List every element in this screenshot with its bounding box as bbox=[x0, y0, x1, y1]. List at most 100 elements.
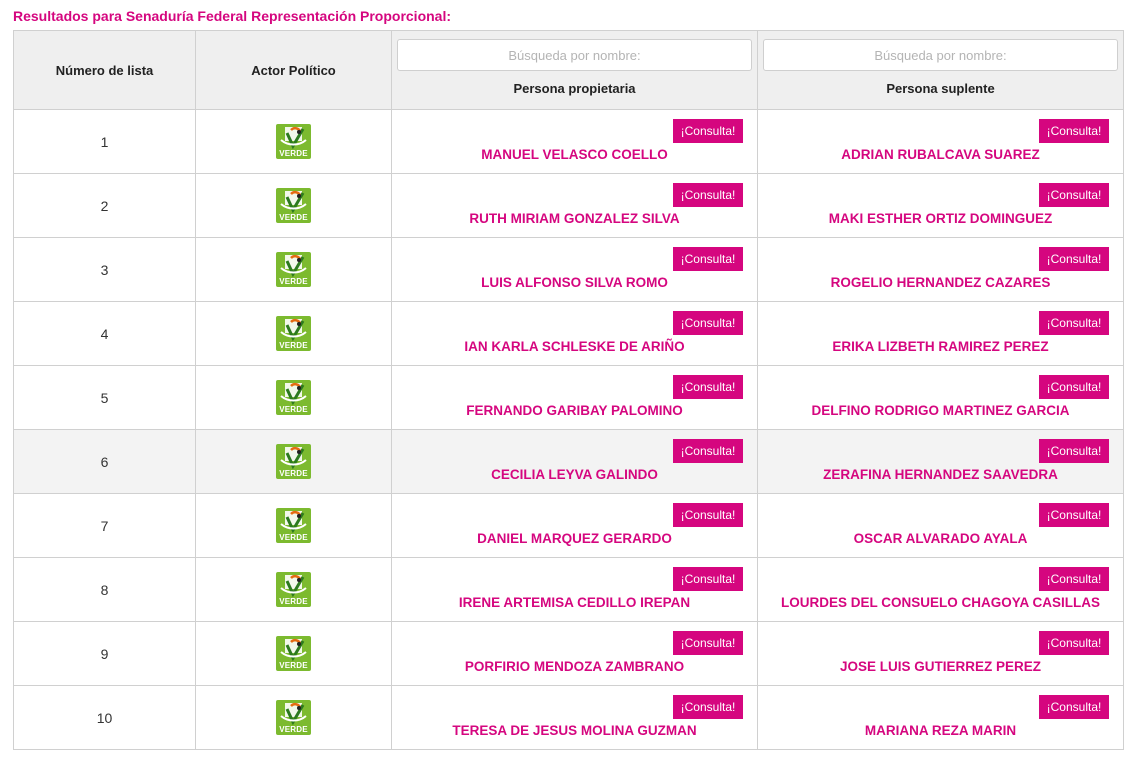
political-actor-cell: VERDE bbox=[195, 237, 392, 302]
owner-cell: ¡Consulta! MANUEL VELASCO COELLO bbox=[391, 109, 758, 174]
party-logo-text: VERDE bbox=[279, 725, 308, 734]
party-logo-text: VERDE bbox=[279, 149, 308, 158]
substitute-name: JOSE LUIS GUTIERREZ PEREZ bbox=[839, 659, 1042, 674]
owner-consult-button[interactable]: ¡Consulta! bbox=[673, 567, 743, 591]
owner-consult-button[interactable]: ¡Consulta! bbox=[673, 183, 743, 207]
header-substitute-cell: Persona suplente bbox=[757, 30, 1124, 110]
list-number: 7 bbox=[13, 493, 196, 558]
owner-consult-button[interactable]: ¡Consulta! bbox=[673, 631, 743, 655]
verde-party-logo-icon: VERDE bbox=[276, 444, 311, 479]
verde-party-logo-icon: VERDE bbox=[276, 700, 311, 735]
table-row: 10 VERDE ¡Consulta! TERESA DE JESUS MOLINA … bbox=[13, 685, 1124, 750]
owner-name: TERESA DE JESUS MOLINA GUZMAN bbox=[452, 723, 697, 738]
substitute-consult-button[interactable]: ¡Consulta! bbox=[1039, 567, 1109, 591]
substitute-consult-button[interactable]: ¡Consulta! bbox=[1039, 439, 1109, 463]
verde-party-logo-icon: VERDE bbox=[276, 572, 311, 607]
owner-consult-button[interactable]: ¡Consulta! bbox=[673, 695, 743, 719]
substitute-cell: ¡Consulta! LOURDES DEL CONSUELO CHAGOYA C… bbox=[757, 557, 1124, 622]
substitute-cell: ¡Consulta! MAKI ESTHER ORTIZ DOMINGUEZ bbox=[757, 173, 1124, 238]
owner-name: MANUEL VELASCO COELLO bbox=[481, 147, 668, 162]
list-number: 5 bbox=[13, 365, 196, 430]
substitute-cell: ¡Consulta! DELFINO RODRIGO MARTINEZ GARCI… bbox=[757, 365, 1124, 430]
political-actor-cell: VERDE bbox=[195, 109, 392, 174]
party-logo-text: VERDE bbox=[279, 661, 308, 670]
header-list-number: Número de lista bbox=[13, 30, 196, 110]
substitute-consult-button[interactable]: ¡Consulta! bbox=[1039, 119, 1109, 143]
substitute-name: ROGELIO HERNANDEZ CAZARES bbox=[830, 275, 1051, 290]
list-number: 6 bbox=[13, 429, 196, 494]
list-number: 4 bbox=[13, 301, 196, 366]
substitute-cell: ¡Consulta! ADRIAN RUBALCAVA SUAREZ bbox=[757, 109, 1124, 174]
political-actor-cell: VERDE bbox=[195, 685, 392, 750]
substitute-consult-button[interactable]: ¡Consulta! bbox=[1039, 695, 1109, 719]
owner-cell: ¡Consulta! TERESA DE JESUS MOLINA GUZMAN bbox=[391, 685, 758, 750]
substitute-cell: ¡Consulta! ERIKA LIZBETH RAMIREZ PEREZ bbox=[757, 301, 1124, 366]
party-logo-text: VERDE bbox=[279, 277, 308, 286]
table-row: 9 VERDE ¡Consulta! PORFIRIO MENDOZA ZAMBRAN… bbox=[13, 621, 1124, 686]
table-header-row: Número de lista Actor Político Persona p… bbox=[13, 30, 1124, 110]
owner-cell: ¡Consulta! LUIS ALFONSO SILVA ROMO bbox=[391, 237, 758, 302]
political-actor-cell: VERDE bbox=[195, 365, 392, 430]
substitute-name: OSCAR ALVARADO AYALA bbox=[853, 531, 1028, 546]
owner-name: FERNANDO GARIBAY PALOMINO bbox=[466, 403, 683, 418]
table-row: 1 VERDE ¡Consulta! MANUEL VELASCO COELLO ¡Co… bbox=[13, 109, 1124, 174]
table-row: 7 VERDE ¡Consulta! DANIEL MARQUEZ GERARDO ¡C… bbox=[13, 493, 1124, 558]
political-actor-cell: VERDE bbox=[195, 621, 392, 686]
owner-name: RUTH MIRIAM GONZALEZ SILVA bbox=[469, 211, 680, 226]
table-row: 3 VERDE ¡Consulta! LUIS ALFONSO SILVA ROMO ¡… bbox=[13, 237, 1124, 302]
substitute-consult-button[interactable]: ¡Consulta! bbox=[1039, 375, 1109, 399]
list-number: 9 bbox=[13, 621, 196, 686]
political-actor-cell: VERDE bbox=[195, 429, 392, 494]
political-actor-cell: VERDE bbox=[195, 557, 392, 622]
substitute-search-input[interactable] bbox=[763, 39, 1118, 71]
owner-consult-button[interactable]: ¡Consulta! bbox=[673, 439, 743, 463]
substitute-consult-button[interactable]: ¡Consulta! bbox=[1039, 503, 1109, 527]
owner-cell: ¡Consulta! CECILIA LEYVA GALINDO bbox=[391, 429, 758, 494]
owner-cell: ¡Consulta! DANIEL MARQUEZ GERARDO bbox=[391, 493, 758, 558]
table-row: 5 VERDE ¡Consulta! FERNANDO GARIBAY PALOMIN… bbox=[13, 365, 1124, 430]
substitute-consult-button[interactable]: ¡Consulta! bbox=[1039, 631, 1109, 655]
party-logo-text: VERDE bbox=[279, 533, 308, 542]
substitute-name: MAKI ESTHER ORTIZ DOMINGUEZ bbox=[828, 211, 1053, 226]
results-table: Número de lista Actor Político Persona p… bbox=[13, 30, 1124, 750]
substitute-consult-button[interactable]: ¡Consulta! bbox=[1039, 247, 1109, 271]
party-logo-text: VERDE bbox=[279, 597, 308, 606]
table-row: 6 VERDE ¡Consulta! CECILIA LEYVA GALINDO ¡Co… bbox=[13, 429, 1124, 494]
party-logo-text: VERDE bbox=[279, 341, 308, 350]
owner-cell: ¡Consulta! IAN KARLA SCHLESKE DE ARIÑO bbox=[391, 301, 758, 366]
substitute-cell: ¡Consulta! MARIANA REZA MARIN bbox=[757, 685, 1124, 750]
substitute-name: DELFINO RODRIGO MARTINEZ GARCIA bbox=[811, 403, 1070, 418]
owner-consult-button[interactable]: ¡Consulta! bbox=[673, 311, 743, 335]
header-substitute: Persona suplente bbox=[886, 81, 995, 96]
substitute-name: ERIKA LIZBETH RAMIREZ PEREZ bbox=[832, 339, 1049, 354]
verde-party-logo-icon: VERDE bbox=[276, 252, 311, 287]
substitute-cell: ¡Consulta! ROGELIO HERNANDEZ CAZARES bbox=[757, 237, 1124, 302]
owner-consult-button[interactable]: ¡Consulta! bbox=[673, 247, 743, 271]
substitute-consult-button[interactable]: ¡Consulta! bbox=[1039, 183, 1109, 207]
header-owner-cell: Persona propietaria bbox=[391, 30, 758, 110]
political-actor-cell: VERDE bbox=[195, 173, 392, 238]
list-number: 3 bbox=[13, 237, 196, 302]
table-row: 8 VERDE ¡Consulta! IRENE ARTEMISA CEDILLO I… bbox=[13, 557, 1124, 622]
table-row: 4 VERDE ¡Consulta! IAN KARLA SCHLESKE DE AR… bbox=[13, 301, 1124, 366]
substitute-consult-button[interactable]: ¡Consulta! bbox=[1039, 311, 1109, 335]
verde-party-logo-icon: VERDE bbox=[276, 124, 311, 159]
substitute-name: MARIANA REZA MARIN bbox=[864, 723, 1017, 738]
owner-cell: ¡Consulta! RUTH MIRIAM GONZALEZ SILVA bbox=[391, 173, 758, 238]
substitute-cell: ¡Consulta! OSCAR ALVARADO AYALA bbox=[757, 493, 1124, 558]
owner-search-input[interactable] bbox=[397, 39, 752, 71]
verde-party-logo-icon: VERDE bbox=[276, 636, 311, 671]
owner-name: IRENE ARTEMISA CEDILLO IREPAN bbox=[458, 595, 691, 610]
owner-name: IAN KARLA SCHLESKE DE ARIÑO bbox=[464, 339, 685, 354]
owner-name: LUIS ALFONSO SILVA ROMO bbox=[481, 275, 668, 290]
table-row: 2 VERDE ¡Consulta! RUTH MIRIAM GONZALEZ SIL… bbox=[13, 173, 1124, 238]
owner-consult-button[interactable]: ¡Consulta! bbox=[673, 375, 743, 399]
owner-consult-button[interactable]: ¡Consulta! bbox=[673, 503, 743, 527]
list-number: 8 bbox=[13, 557, 196, 622]
list-number: 10 bbox=[13, 685, 196, 750]
list-number: 1 bbox=[13, 109, 196, 174]
list-number: 2 bbox=[13, 173, 196, 238]
owner-consult-button[interactable]: ¡Consulta! bbox=[673, 119, 743, 143]
owner-cell: ¡Consulta! PORFIRIO MENDOZA ZAMBRANO bbox=[391, 621, 758, 686]
party-logo-text: VERDE bbox=[279, 469, 308, 478]
